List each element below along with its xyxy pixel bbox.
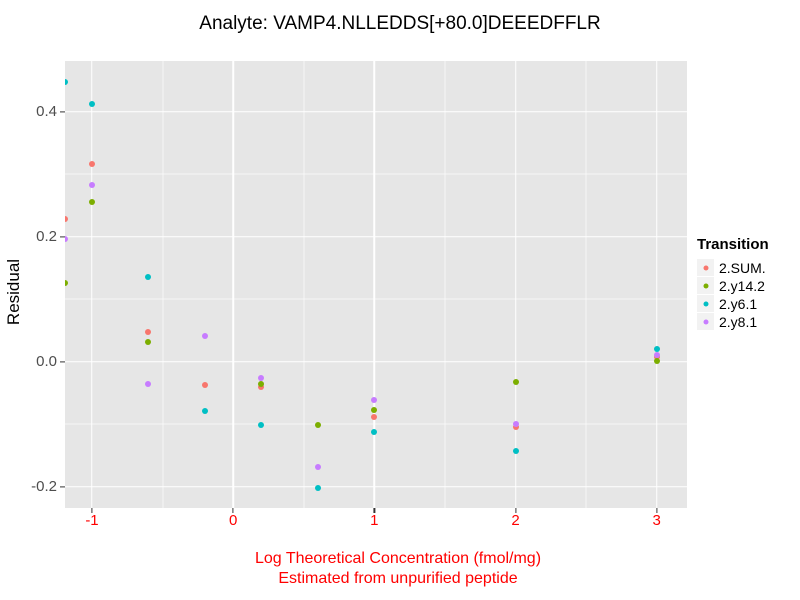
legend-key [697, 259, 714, 276]
data-point [65, 78, 69, 85]
data-point [314, 422, 321, 429]
y-axis-tick-labels: 0.4 0.2 0.0 -0.2 [0, 61, 57, 508]
data-point [145, 328, 152, 335]
data-point [88, 160, 95, 167]
x-axis-title-line1: Log Theoretical Concentration (fmol/mg) [254, 550, 542, 567]
legend-item: 2.SUM. [697, 259, 797, 276]
data-point [653, 351, 660, 358]
legend-item: 2.y6.1 [697, 295, 797, 312]
x-tick-label: 2 [511, 512, 520, 529]
legend-key [697, 277, 714, 294]
data-point [512, 424, 519, 431]
data-point [145, 274, 152, 281]
gridline-major-vertical [373, 61, 376, 508]
data-point [653, 358, 660, 365]
gridline-minor-vertical [162, 61, 164, 508]
legend: Transition 2.SUM. 2.y14.2 2.y6.1 2.y8.1 [697, 236, 797, 331]
plot-panel [65, 61, 687, 508]
data-point [145, 338, 152, 345]
gridline-major-vertical [91, 61, 93, 508]
legend-items: 2.SUM. 2.y14.2 2.y6.1 2.y8.1 [697, 259, 797, 330]
y-axis-tick [60, 236, 65, 238]
data-point [258, 384, 265, 391]
gridline-minor-horizontal [65, 298, 687, 300]
y-tick-label: 0.4 [36, 102, 57, 120]
legend-label: 2.SUM. [719, 259, 766, 276]
data-point [314, 484, 321, 491]
data-point [512, 378, 519, 385]
x-axis-tick [514, 508, 517, 513]
gridline-major-vertical [514, 61, 517, 508]
data-point [512, 448, 519, 455]
gridline-major-horizontal [65, 235, 687, 238]
legend-swatch-dot [703, 319, 708, 324]
legend-swatch-dot [703, 283, 708, 288]
x-axis-tick [656, 508, 658, 513]
gridline-major-horizontal [65, 485, 687, 488]
data-point [258, 422, 265, 429]
legend-label: 2.y14.2 [719, 277, 765, 294]
y-axis-ticks [60, 61, 65, 508]
data-point [145, 381, 152, 388]
data-point [371, 413, 378, 420]
gridline-major-vertical [655, 61, 658, 508]
legend-swatch-dot [703, 265, 708, 270]
gridline-major-horizontal [65, 110, 687, 113]
legend-item: 2.y14.2 [697, 277, 797, 294]
legend-swatch-dot [703, 301, 708, 306]
data-point [201, 382, 208, 389]
gridline-minor-horizontal [65, 423, 687, 425]
data-point [314, 464, 321, 471]
data-point [371, 428, 378, 435]
gridline-minor-horizontal [65, 173, 687, 175]
data-point [88, 198, 95, 205]
legend-title: Transition [697, 236, 769, 253]
y-tick-label: 0.0 [36, 352, 57, 370]
legend-key [697, 295, 714, 312]
gridline-minor-vertical [444, 61, 446, 508]
x-tick-label: -1 [85, 512, 99, 529]
x-axis-ticks [65, 508, 687, 513]
data-point [65, 215, 69, 222]
data-point [201, 408, 208, 415]
gridline-major-horizontal [65, 360, 687, 363]
plot-title: Analyte: VAMP4.NLLEDDS[+80.0]DEEEDFFLR [199, 13, 601, 34]
data-point [65, 235, 69, 242]
gridline-minor-vertical [303, 61, 305, 508]
gridline-major-vertical [232, 61, 234, 508]
legend-label: 2.y8.1 [719, 313, 758, 330]
data-point [258, 374, 265, 381]
x-tick-label: 0 [229, 512, 238, 529]
y-axis-tick [60, 111, 65, 113]
data-point [201, 333, 208, 340]
data-point [653, 345, 660, 352]
legend-key [697, 313, 714, 330]
x-tick-label: 1 [370, 512, 379, 529]
data-point [371, 396, 378, 403]
legend-item: 2.y8.1 [697, 313, 797, 330]
data-point [512, 421, 519, 428]
x-axis-tick [232, 508, 234, 513]
y-axis-tick [60, 486, 65, 488]
x-axis-tick [91, 508, 93, 513]
y-tick-label: -0.2 [31, 477, 57, 495]
y-tick-label: 0.2 [36, 227, 57, 245]
data-point [88, 181, 95, 188]
gridline-minor-vertical [585, 61, 587, 508]
data-point [65, 279, 69, 286]
x-axis-tick-labels: -1 0 1 2 3 [65, 512, 687, 530]
data-point [371, 406, 378, 413]
x-axis-title: Log Theoretical Concentration (fmol/mg) … [255, 549, 541, 589]
legend-label: 2.y6.1 [719, 295, 758, 312]
data-point [88, 101, 95, 108]
x-axis-title-line2: Estimated from unpurified peptide [278, 570, 518, 587]
x-axis-tick [373, 508, 375, 513]
data-point [258, 381, 265, 388]
y-axis-tick [60, 361, 65, 363]
x-tick-label: 3 [652, 512, 661, 529]
